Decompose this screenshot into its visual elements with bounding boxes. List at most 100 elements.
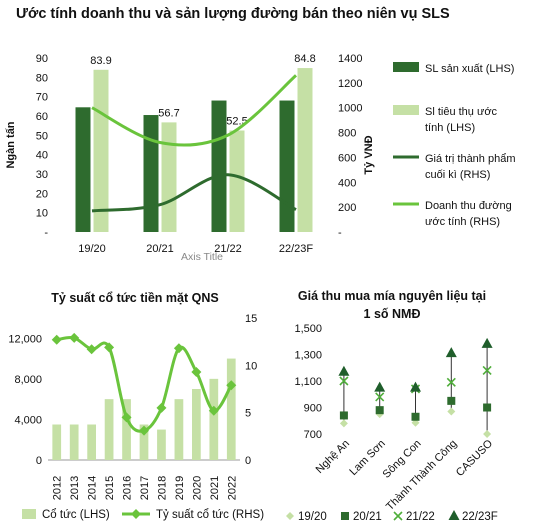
y-axis-label: Ngàn tấn: [5, 121, 17, 168]
y-tick-label: 1,500: [294, 323, 322, 335]
x-tick-label: 22/23F: [279, 243, 314, 255]
legend-entry: 19/20: [298, 511, 327, 523]
marker-ty-suat: [121, 412, 132, 423]
bar-co-tuc: [87, 424, 96, 460]
y-tick-label: 900: [304, 403, 322, 415]
bar-sl-tieu-thu: [93, 69, 109, 232]
x-tick-label: 2017: [139, 476, 151, 500]
legend-entry: Doanh thu đường ước tính (RHS): [425, 200, 512, 228]
legend-marker: [341, 512, 349, 520]
marker-ty-suat: [156, 402, 167, 413]
legend-marker: [393, 511, 403, 521]
legend-entry: 22/23F: [462, 511, 498, 523]
bar-co-tuc: [226, 358, 236, 460]
bar-co-tuc: [192, 389, 201, 460]
marker-20-21: [411, 412, 420, 421]
x-tick-label: 2020: [191, 476, 203, 500]
marker-20-21: [447, 396, 456, 405]
marker-ty-suat: [104, 342, 115, 353]
bar-sl-tieu-thu: [297, 68, 313, 232]
y2-tick-label: 200: [338, 202, 356, 214]
y-tick-label: 30: [36, 169, 48, 181]
x-tick-label: 2022: [226, 476, 238, 500]
x-tick-label: Thành Thành Công: [384, 438, 459, 513]
x-axis-label: Axis Title: [181, 251, 223, 263]
bar-co-tuc: [69, 424, 79, 460]
marker-22-23f: [445, 347, 457, 358]
y-tick-label: 80: [36, 72, 48, 84]
bar-sl-tieu-thu: [161, 122, 177, 232]
y2-tick-label: 15: [245, 313, 257, 325]
legend-swatch: [22, 509, 36, 519]
x-tick-label: 2018: [156, 476, 168, 500]
y-tick-label: 50: [36, 130, 48, 142]
marker-21-22: [375, 392, 385, 402]
x-tick-label: 21/22: [214, 243, 242, 255]
legend-entry: 20/21: [353, 511, 382, 523]
data-label: 56.7: [158, 107, 179, 119]
bar-co-tuc: [174, 399, 184, 460]
y-tick-label: 70: [36, 92, 48, 104]
marker-21-22: [482, 365, 492, 375]
marker-19-20: [447, 407, 456, 416]
bar-co-tuc: [122, 399, 131, 460]
y-tick-label: 60: [36, 111, 48, 123]
line-doanh-thu: [91, 74, 297, 147]
y-tick-label: 0: [36, 455, 42, 467]
y-tick-label: 40: [36, 150, 48, 162]
y-tick-label: -: [44, 227, 48, 239]
marker-ty-suat: [69, 332, 80, 343]
x-tick-label: 2013: [69, 476, 81, 500]
bar-sl-tieu-thu: [229, 130, 245, 232]
y-tick-label: 4,000: [14, 414, 42, 426]
line-ty-suat-co-tuc: [56, 335, 233, 433]
page-title: Ước tính doanh thu và sản lượng đường bá…: [16, 6, 450, 22]
legend-swatch: [393, 105, 419, 115]
marker-20-21: [375, 406, 384, 415]
legend-entry: Giá trị thành phẩm cuối kì (RHS): [425, 153, 516, 181]
legend-marker: [286, 512, 294, 520]
x-tick-label: 2012: [52, 476, 64, 500]
y2-tick-label: 600: [338, 152, 356, 164]
chart-title: Tỷ suất cổ tức tiền mặt QNS: [51, 291, 218, 305]
chart-title-line-1: Giá thu mua mía nguyên liệu tại: [298, 289, 486, 303]
y-tick-label: 20: [36, 188, 48, 200]
y2-tick-label: 10: [245, 360, 257, 372]
data-label: 84.8: [294, 53, 315, 65]
bar-co-tuc: [104, 399, 114, 460]
y2-tick-label: -: [338, 227, 342, 239]
legend-entry: Sl tiêu thụ ước tính (LHS): [425, 106, 498, 134]
marker-ty-suat: [191, 366, 202, 377]
marker-ty-suat: [173, 343, 184, 354]
line-gia-tri-thanh-pham: [91, 173, 297, 213]
marker-22-23f: [410, 381, 421, 392]
x-tick-label: 2014: [87, 476, 99, 500]
y-tick-label: 700: [304, 429, 322, 441]
bar-sl-san-xuat: [143, 115, 159, 232]
bar-co-tuc: [52, 424, 62, 460]
y-tick-label: 1,100: [294, 376, 322, 388]
x-tick-label: Nghệ An: [314, 438, 352, 476]
legend-entry: Cổ tức (LHS): [42, 509, 110, 521]
y2-tick-label: 400: [338, 177, 356, 189]
legend-marker: [131, 509, 141, 519]
marker-20-21: [339, 411, 348, 420]
marker-20-21: [483, 403, 492, 412]
y2-tick-label: 800: [338, 128, 356, 140]
y2-tick-label: 1200: [338, 78, 362, 90]
x-tick-label: 2015: [104, 476, 116, 500]
bar-sl-san-xuat: [75, 107, 91, 232]
x-tick-label: 2021: [209, 476, 221, 500]
marker-21-22: [339, 376, 349, 386]
chart-title-line-2: 1 số NMĐ: [364, 307, 421, 321]
marker-ty-suat: [226, 380, 237, 391]
y-tick-label: 8,000: [14, 374, 42, 386]
x-tick-label: 19/20: [78, 243, 106, 255]
x-tick-label: 2019: [174, 476, 186, 500]
x-tick-label: 20/21: [146, 243, 174, 255]
y2-tick-label: 0: [245, 455, 251, 467]
bar-sl-san-xuat: [211, 100, 227, 233]
marker-ty-suat: [51, 334, 62, 345]
y-tick-label: 12,000: [8, 333, 42, 345]
